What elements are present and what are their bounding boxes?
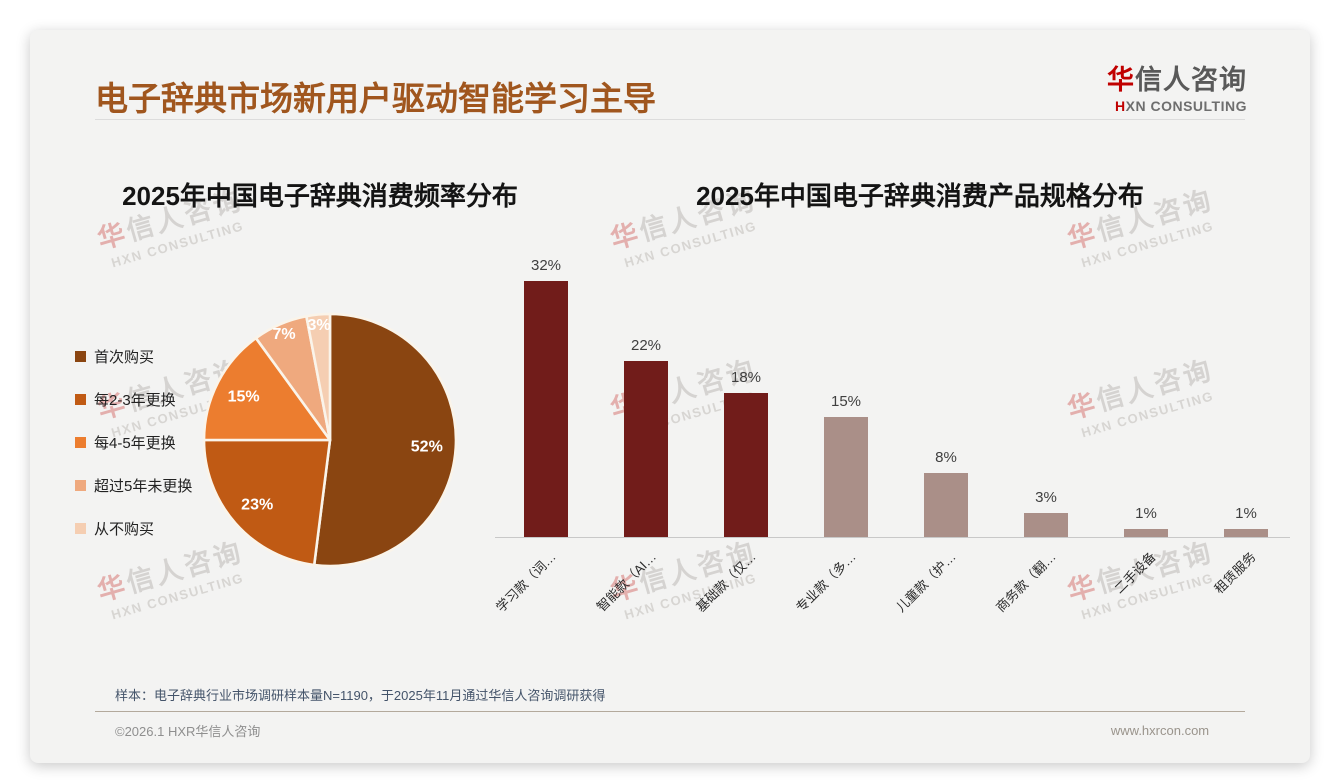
legend-label: 超过5年未更换 (94, 478, 193, 495)
watermark-cn-first-char: 华 (1064, 217, 1102, 255)
bar-value-label: 22% (630, 337, 662, 354)
bar-category-label: 学习款（词… (492, 549, 559, 615)
legend-label: 从不购买 (94, 521, 155, 538)
watermark-cn-first-char: 华 (94, 569, 132, 607)
logo-cn-rest: 信人咨询 (1135, 65, 1247, 95)
pie-legend: 首次购买每2-3年更换 每4-5年更换 超过5年未更换 从不购买 (75, 346, 192, 539)
bar-category-label: 基础款（仅… (692, 549, 759, 615)
bar-学习款（词… (524, 281, 568, 537)
legend-label: 每2-3年更换 (94, 392, 176, 409)
pie-value-label: 7% (272, 326, 295, 343)
footnote: 样本：电子辞典行业市场调研样本量N=1190，于2025年11月通过华信人咨询调… (115, 688, 606, 703)
legend-item: 每2-3年更换 (75, 389, 192, 410)
watermark-cn-text: 华信人咨询 (1062, 348, 1217, 427)
legend-swatch (75, 351, 86, 362)
bar-value-label: 18% (730, 369, 762, 386)
pie-slice-首次购买 (312, 312, 458, 568)
bar-儿童款（护… (924, 473, 968, 537)
logo-en: HXN CONSULTING (1107, 98, 1247, 114)
watermark-en-text: HXN CONSULTING (622, 218, 759, 271)
watermark-en-text: HXN CONSULTING (109, 218, 246, 271)
legend-item: 从不购买 (75, 518, 192, 539)
watermark-cn-rest: 信人咨询 (1093, 354, 1217, 417)
pie-value-label: 15% (228, 389, 260, 406)
bar-基础款（仅… (724, 393, 768, 537)
watermark-cn-first-char: 华 (607, 217, 645, 255)
website-url: www.hxrcon.com (1110, 723, 1210, 738)
pie-slice-每4-5年更换 (202, 336, 332, 442)
logo-en-first-char: H (1115, 98, 1126, 114)
watermark-en-text: HXN CONSULTING (1079, 570, 1216, 623)
slide-card: 华信人咨询 HXN CONSULTING 华信人咨询 HXN CONSULTING 华信… (30, 30, 1310, 763)
bar-category-label: 二手设备 (1111, 549, 1159, 597)
pie-chart: 52% 23% 15% 7% 3% (202, 312, 458, 568)
bar-二手设备 (1124, 529, 1168, 537)
legend-item: 首次购买 (75, 346, 192, 367)
bar-value-label: 1% (1135, 505, 1157, 522)
legend-swatch (75, 437, 86, 448)
pie-slice-每2-3年更换 (202, 438, 332, 567)
pie-chart-title: 2025年中国电子辞典消费频率分布 (122, 181, 518, 211)
watermark-en-text: HXN CONSULTING (1079, 218, 1216, 271)
bar-chart-title: 2025年中国电子辞典消费产品规格分布 (696, 181, 1144, 211)
bar-商务款（翻… (1024, 513, 1068, 537)
legend-label: 首次购买 (94, 349, 155, 366)
bar-专业款（多… (824, 417, 868, 537)
watermark-en-text: HXN CONSULTING (1079, 388, 1216, 441)
pie-value-label: 52% (411, 439, 443, 456)
legend-swatch (75, 394, 86, 405)
legend-swatch (75, 523, 86, 534)
watermark-cn-first-char: 华 (94, 217, 132, 255)
pie-value-label: 23% (241, 497, 273, 514)
bar-value-label: 8% (935, 449, 957, 466)
watermark-cn-first-char: 华 (1064, 387, 1102, 425)
bar-category-label: 智能款（AI… (593, 549, 659, 615)
logo-en-rest: XN CONSULTING (1125, 98, 1247, 114)
pie-slice-从不购买 (305, 312, 332, 442)
footer-divider (95, 711, 1245, 712)
watermark-cn-rest: 信人咨询 (1093, 536, 1217, 599)
title-divider (95, 119, 1245, 120)
bar-category-label: 专业款（多… (792, 549, 859, 615)
bar-value-label: 3% (1035, 489, 1057, 506)
logo-cn: 华信人咨询 (1107, 58, 1247, 97)
copyright: ©2026.1 HXR华信人咨询 (115, 724, 261, 739)
bar-value-label: 32% (530, 257, 562, 274)
bar-category-label: 商务款（翻… (992, 549, 1059, 615)
company-logo: 华信人咨询 HXN CONSULTING (1107, 58, 1247, 114)
legend-label: 每4-5年更换 (94, 435, 176, 452)
legend-item: 每4-5年更换 (75, 432, 192, 453)
bar-x-axis (495, 537, 1290, 538)
bar-value-label: 15% (830, 393, 862, 410)
legend-swatch (75, 480, 86, 491)
bar-category-label: 儿童款（护… (892, 549, 959, 615)
bar-value-label: 1% (1235, 505, 1257, 522)
logo-cn-first-char: 华 (1107, 65, 1135, 95)
bar-租赁服务 (1224, 529, 1268, 537)
bar-category-label: 租赁服务 (1211, 549, 1259, 597)
page-title: 电子辞典市场新用户驱动智能学习主导 (95, 80, 656, 117)
legend-item: 超过5年未更换 (75, 475, 192, 496)
bar-智能款（AI… (624, 361, 668, 537)
watermark-cn-first-char: 华 (1064, 569, 1102, 607)
pie-value-label: 3% (308, 317, 331, 334)
